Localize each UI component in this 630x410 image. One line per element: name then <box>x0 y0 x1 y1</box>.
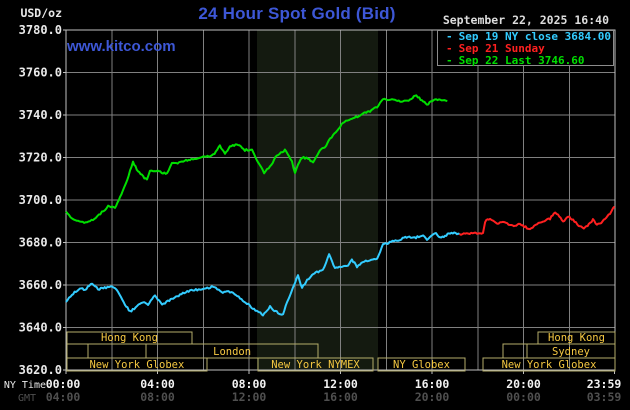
session-box-london <box>145 343 319 359</box>
x-axis-row-label-ny-time: NY Time <box>4 380 46 391</box>
session-box <box>87 343 147 359</box>
legend-label: Sep 19 NY close 3684.00 <box>458 30 611 43</box>
price-line-sep-22-last-3746.60 <box>65 94 448 224</box>
x-axis-label-ny: 04:00 <box>140 377 175 391</box>
legend-label: Sep 22 Last 3746.60 <box>458 54 585 67</box>
session-label: Sydney <box>552 346 590 358</box>
chart-timestamp: September 22, 2025 16:40 <box>442 13 609 27</box>
session-box-ny-globex <box>377 357 466 372</box>
y-axis-label: 3780.0 <box>19 23 62 37</box>
x-axis-label-gmt: 20:00 <box>415 390 450 404</box>
legend-box <box>437 30 614 66</box>
y-axis-label: 3700.0 <box>19 193 62 207</box>
legend-dash-icon: - <box>446 42 453 55</box>
session-label: New York Globex <box>502 359 597 371</box>
legend-item-sep-19-ny-close-3684.00: - Sep 19 NY close 3684.00 <box>437 30 614 43</box>
price-line-sep-21-sunday <box>458 205 616 236</box>
session-box-new-york-globex <box>482 357 616 372</box>
x-axis-label-gmt: 03:59 <box>587 390 622 404</box>
session-label: New York NYMEX <box>271 359 360 371</box>
x-axis-label-gmt: 08:00 <box>140 390 175 404</box>
x-axis-label-gmt: 16:00 <box>323 390 358 404</box>
session-box-new-york-globex <box>66 357 208 372</box>
session-label: London <box>213 346 251 358</box>
y-axis-label: 3660.0 <box>19 278 62 292</box>
x-axis-label-ny: 12:00 <box>323 377 358 391</box>
x-axis-label-gmt: 12:00 <box>232 390 267 404</box>
session-label: Hong Kong <box>101 332 158 344</box>
page-title: 24 Hour Spot Gold (Bid) <box>198 4 396 23</box>
session-label: Hong Kong <box>548 332 605 344</box>
legend-label: Sep 21 Sunday <box>458 42 545 55</box>
y-axis-label: 3740.0 <box>19 108 62 122</box>
price-line-sep-19-ny-close-3684.00 <box>65 231 460 317</box>
y-axis-unit-label: USD/oz <box>20 6 62 20</box>
x-axis-label-ny: 00:00 <box>46 377 81 391</box>
session-label: NY Globex <box>393 359 450 371</box>
session-box-new-york-nymex <box>257 357 374 372</box>
y-axis-label: 3720.0 <box>19 151 62 165</box>
x-axis-label-ny: 20:00 <box>506 377 541 391</box>
x-axis-label-ny: 23:59 <box>587 377 622 391</box>
chart-legend: - Sep 19 NY close 3684.00- Sep 21 Sunday - S… <box>437 30 614 67</box>
y-axis-label: 3620.0 <box>19 363 62 377</box>
x-axis-label-ny: 08:00 <box>232 377 267 391</box>
legend-item-sep-21-sunday: - Sep 21 Sunday <box>437 42 614 55</box>
y-axis-label: 3640.0 <box>19 321 62 335</box>
x-axis-label-gmt: 04:00 <box>46 390 81 404</box>
legend-item-sep-22-last-3746.60: - Sep 22 Last 3746.60 <box>437 54 614 67</box>
session-label: New York Globex <box>89 359 184 371</box>
x-axis-row-label-gmt: GMT <box>18 393 36 404</box>
y-axis-label: 3760.0 <box>19 66 62 80</box>
x-axis-label-gmt: 00:00 <box>506 390 541 404</box>
y-axis-label: 3680.0 <box>19 236 62 250</box>
kitco-watermark: www.kitco.com <box>67 38 176 55</box>
session-box <box>66 343 89 359</box>
legend-dash-icon: - <box>446 30 453 43</box>
x-axis-label-ny: 16:00 <box>415 377 450 391</box>
legend-dash-icon: - <box>446 54 453 67</box>
